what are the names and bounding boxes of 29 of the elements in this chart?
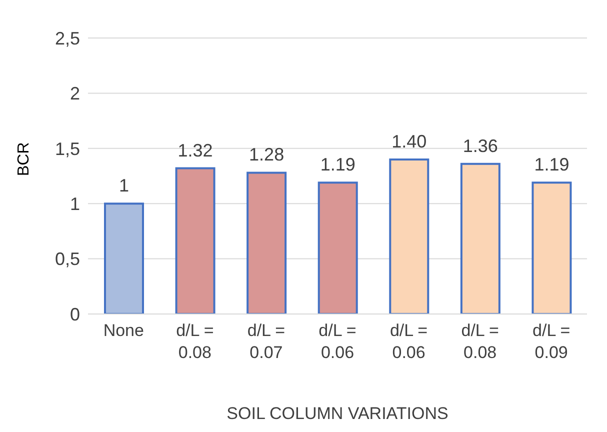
data-label: 1.19 xyxy=(320,154,356,175)
x-tick-label: d/L = 0.08 xyxy=(176,321,214,362)
data-label: 1.28 xyxy=(249,144,284,165)
y-tick-label: 1,5 xyxy=(54,138,80,159)
bar xyxy=(460,162,500,314)
y-tick-label: 1 xyxy=(70,194,80,214)
x-tick-label: d/L = 0.06 xyxy=(318,321,356,362)
x-tick-label: None xyxy=(103,321,144,340)
bar xyxy=(175,167,216,314)
x-tick-label: d/L = 0.09 xyxy=(532,321,570,362)
bar xyxy=(104,202,144,314)
y-tick-label: 0,5 xyxy=(54,249,80,270)
y-axis-title: BCR xyxy=(16,142,33,176)
bar xyxy=(246,172,287,314)
data-label: 1.40 xyxy=(392,131,427,152)
data-label: 1 xyxy=(118,176,130,196)
x-tick-label: d/L = 0.06 xyxy=(390,321,428,362)
data-label: 1.32 xyxy=(178,140,213,160)
bar xyxy=(318,182,358,314)
x-axis-title: SOIL COLUMN VARIATIONS xyxy=(226,404,448,423)
y-tick-label: 2 xyxy=(70,84,80,104)
x-tick-label: d/L = 0.07 xyxy=(247,321,286,362)
bar xyxy=(532,182,572,314)
y-tick-label: 2,5 xyxy=(54,28,80,48)
data-label: 1.36 xyxy=(462,136,498,156)
data-label: 1.19 xyxy=(534,154,570,175)
x-tick-label: d/L = 0.08 xyxy=(461,321,499,362)
y-tick-label: 0 xyxy=(70,304,80,324)
bar xyxy=(389,158,430,314)
